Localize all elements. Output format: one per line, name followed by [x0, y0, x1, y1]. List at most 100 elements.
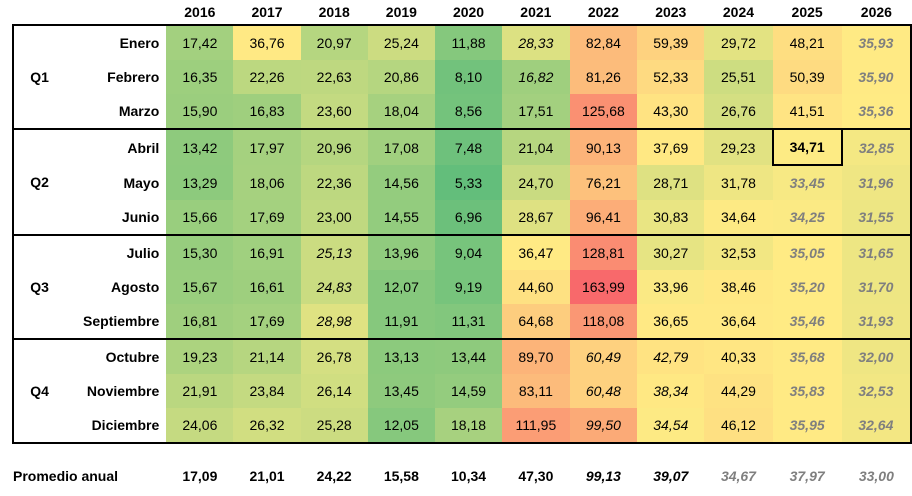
- value-cell: 13,44: [434, 338, 503, 374]
- value-cell: 7,48: [434, 128, 503, 165]
- value-cell: 34,71: [771, 128, 843, 166]
- quarter-label: Q1: [11, 24, 66, 130]
- value-cell: 37,69: [637, 128, 705, 165]
- month-label: Mayo: [123, 174, 160, 191]
- value-cell: 33,96: [637, 270, 705, 304]
- year-header: 2019: [385, 4, 417, 20]
- value-cell: 20,97: [300, 24, 368, 60]
- price-table-panel: 2016 2017 2018 2019 2020 2021 2022 2023 2024 2025…: [11, 4, 912, 484]
- value-cell: 90,13: [569, 128, 638, 165]
- value-cell: 28,33: [502, 24, 570, 60]
- value-cell: 20,96: [300, 128, 368, 165]
- month-label: Septiembre: [65, 304, 167, 340]
- annual-average-value: 15,58: [383, 468, 419, 484]
- month-label: Julio: [65, 234, 167, 270]
- value-cell: 35,20: [772, 270, 842, 304]
- value-cell: 35,90: [841, 60, 912, 94]
- annual-average-value: 24,22: [316, 468, 352, 484]
- monthly-price-heatmap-table: 2016 2017 2018 2019 2020 2021 2022 2023 2024 2025…: [11, 0, 912, 496]
- value-cell: 31,65: [841, 234, 912, 270]
- value-cell: 14,56: [367, 165, 435, 200]
- annual-average-row: Promedio anual 17,09 21,01 24,22 15,58 10,34 4…: [13, 443, 911, 496]
- value-cell: 14,55: [367, 200, 435, 236]
- month-row: Q4 Octubre 19,23 21,14 26,78 13,13 13,44 89,70 6…: [11, 338, 912, 444]
- value-cell: 96,41: [569, 200, 638, 236]
- month-row: Diciembre 24,06 26,32 25,28 12,05 18,18 111,95…: [13, 408, 912, 444]
- value-cell: 32,53: [841, 374, 912, 408]
- month-label: Junio: [65, 200, 167, 236]
- value-cell: 21,04: [502, 128, 570, 165]
- value-cell: 35,05: [772, 234, 842, 270]
- value-cell: 34,54: [637, 408, 705, 444]
- quarter-label: Q4: [11, 338, 66, 444]
- month-row: Q2 Abril 13,42 17,97 20,96 17,08 7,48 21,04 90,1…: [11, 128, 912, 236]
- value-cell: 13,29: [166, 165, 234, 200]
- quarter-label: Q2: [11, 128, 66, 236]
- value-cell: 36,47: [502, 234, 570, 270]
- value-cell: 16,61: [233, 270, 301, 304]
- quarter-label: Q3: [11, 234, 66, 340]
- value-cell: 38,46: [704, 270, 773, 304]
- value-cell: 23,84: [233, 374, 301, 408]
- value-cell: 13,45: [367, 374, 435, 408]
- value-cell: 23,00: [300, 200, 368, 236]
- value-cell: 19,23: [166, 338, 234, 374]
- value-cell: 24,83: [300, 270, 368, 304]
- annual-average-value: 21,01: [249, 468, 285, 484]
- value-cell: 60,49: [569, 338, 638, 374]
- value-cell: 32,64: [841, 408, 912, 444]
- value-cell: 83,11: [502, 374, 570, 408]
- value-cell: 17,69: [233, 304, 301, 340]
- annual-average-value: 37,97: [789, 468, 825, 484]
- month-label: Enero: [65, 24, 167, 60]
- value-cell: 26,14: [300, 374, 368, 408]
- value-cell: 5,33: [434, 165, 503, 200]
- annual-average-value: 39,07: [653, 468, 689, 484]
- value-cell: 30,27: [637, 234, 705, 270]
- annual-average-label: Promedio anual: [13, 468, 119, 484]
- value-cell: 13,42: [166, 128, 234, 165]
- value-cell: 21,14: [233, 338, 301, 374]
- value-cell: 18,06: [233, 165, 301, 200]
- value-cell: 28,98: [300, 304, 368, 340]
- month-row: Agosto 15,67 16,61 24,83 12,07 9,19 44,60 163,9…: [13, 270, 912, 304]
- value-cell: 25,51: [704, 60, 773, 94]
- value-cell: 35,36: [841, 94, 912, 130]
- value-cell: 18,04: [367, 94, 435, 130]
- value-cell: 59,39: [637, 24, 705, 60]
- year-header: 2016: [184, 4, 216, 20]
- value-cell: 26,78: [300, 338, 368, 374]
- value-cell: 81,26: [569, 60, 638, 94]
- annual-average-value: 17,09: [182, 468, 218, 484]
- value-cell: 17,42: [166, 24, 234, 60]
- month-row: Q1 Enero 17,42 36,76 20,97 25,24 11,88 28,33 82,…: [11, 24, 912, 130]
- value-cell: 15,67: [166, 270, 234, 304]
- value-cell: 17,97: [233, 128, 301, 165]
- month-label: Febrero: [107, 69, 160, 85]
- value-cell: 13,96: [367, 234, 435, 270]
- value-cell: 128,81: [569, 234, 638, 270]
- value-cell: 16,82: [502, 60, 570, 94]
- value-cell: 50,39: [772, 60, 842, 94]
- value-cell: 43,30: [637, 94, 705, 130]
- month-row: Febrero 16,35 22,26 22,63 20,86 8,10 16,82 81,2…: [13, 60, 912, 94]
- value-cell: 12,07: [367, 270, 435, 304]
- month-label: Octubre: [65, 338, 167, 374]
- year-header: 2018: [318, 4, 350, 20]
- annual-average-value: 33,00: [858, 468, 894, 484]
- value-cell: 26,32: [233, 408, 301, 444]
- value-cell: 29,72: [704, 24, 773, 60]
- value-cell: 20,86: [367, 60, 435, 94]
- value-cell: 46,12: [704, 408, 773, 444]
- month-row: Septiembre 16,81 17,69 28,98 11,91 11,31 64,68…: [13, 304, 912, 340]
- value-cell: 18,18: [434, 408, 503, 444]
- value-cell: 14,59: [434, 374, 503, 408]
- value-cell: 22,26: [233, 60, 301, 94]
- month-row: Marzo 15,90 16,83 23,60 18,04 8,56 17,51 125,68…: [13, 94, 912, 130]
- value-cell: 13,13: [367, 338, 435, 374]
- year-header: 2025: [791, 4, 823, 20]
- value-cell: 28,67: [502, 200, 570, 236]
- month-row: Noviembre 21,91 23,84 26,14 13,45 14,59 83,11 6…: [13, 374, 912, 408]
- value-cell: 16,83: [233, 94, 301, 130]
- value-cell: 48,21: [772, 24, 842, 60]
